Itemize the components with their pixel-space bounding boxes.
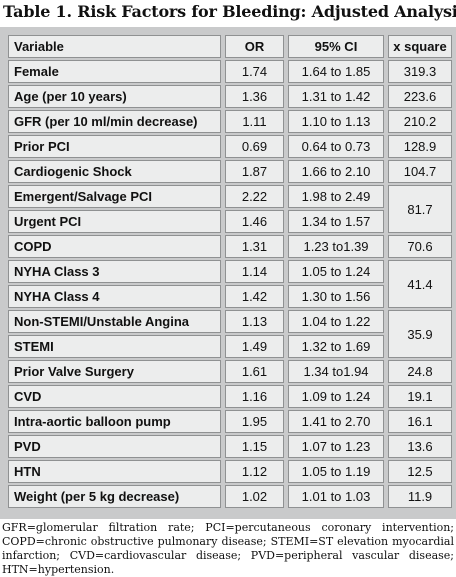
or-cell: 0.69	[225, 135, 284, 158]
or-cell: 1.02	[225, 485, 284, 508]
ci-cell: 1.31 to 1.42	[288, 85, 384, 108]
variable-cell: CVD	[8, 385, 221, 408]
or-cell: 1.14	[225, 260, 284, 283]
x-square-cell: 128.9	[388, 135, 452, 158]
ci-cell: 1.10 to 1.13	[288, 110, 384, 133]
or-cell: 2.22	[225, 185, 284, 208]
x-square-cell: 13.6	[388, 435, 452, 458]
ci-cell: 1.41 to 2.70	[288, 410, 384, 433]
table-row: STEMI 1.49 1.32 to 1.69	[8, 335, 452, 358]
variable-cell: GFR (per 10 ml/min decrease)	[8, 110, 221, 133]
ci-cell: 1.23 to1.39	[288, 235, 384, 258]
footnote: GFR=glomerular filtration rate; PCI=perc…	[2, 521, 454, 576]
ci-cell: 1.34 to1.94	[288, 360, 384, 383]
or-cell: 1.49	[225, 335, 284, 358]
table-row: Age (per 10 years) 1.36 1.31 to 1.42 223…	[8, 85, 452, 108]
header-or: OR	[225, 35, 284, 58]
variable-cell: Weight (per 5 kg decrease)	[8, 485, 221, 508]
table-row: Prior PCI 0.69 0.64 to 0.73 128.9	[8, 135, 452, 158]
variable-cell: Prior PCI	[8, 135, 221, 158]
ci-cell: 1.04 to 1.22	[288, 310, 384, 333]
ci-cell: 1.32 to 1.69	[288, 335, 384, 358]
or-cell: 1.61	[225, 360, 284, 383]
or-cell: 1.95	[225, 410, 284, 433]
x-square-cell: 24.8	[388, 360, 452, 383]
or-cell: 1.15	[225, 435, 284, 458]
or-cell: 1.12	[225, 460, 284, 483]
or-cell: 1.36	[225, 85, 284, 108]
x-square-cell-merged: 41.4	[388, 260, 452, 308]
table-row: GFR (per 10 ml/min decrease) 1.11 1.10 t…	[8, 110, 452, 133]
variable-cell: Intra-aortic balloon pump	[8, 410, 221, 433]
table-row: COPD 1.31 1.23 to1.39 70.6	[8, 235, 452, 258]
variable-cell: Cardiogenic Shock	[8, 160, 221, 183]
or-cell: 1.42	[225, 285, 284, 308]
ci-cell: 1.64 to 1.85	[288, 60, 384, 83]
x-square-cell: 210.2	[388, 110, 452, 133]
variable-cell: Prior Valve Surgery	[8, 360, 221, 383]
or-cell: 1.13	[225, 310, 284, 333]
or-cell: 1.87	[225, 160, 284, 183]
x-square-cell: 19.1	[388, 385, 452, 408]
ci-cell: 1.05 to 1.19	[288, 460, 384, 483]
x-square-cell: 12.5	[388, 460, 452, 483]
table-panel: Variable OR 95% CI x square Female 1.74 …	[0, 27, 456, 519]
variable-cell: Female	[8, 60, 221, 83]
or-cell: 1.31	[225, 235, 284, 258]
x-square-cell: 223.6	[388, 85, 452, 108]
table-row: NYHA Class 3 1.14 1.05 to 1.24 41.4	[8, 260, 452, 308]
ci-cell: 0.64 to 0.73	[288, 135, 384, 158]
x-square-cell-merged: 81.7	[388, 185, 452, 233]
ci-cell: 1.98 to 2.49	[288, 185, 384, 208]
or-cell: 1.11	[225, 110, 284, 133]
ci-cell: 1.30 to 1.56	[288, 285, 384, 308]
x-square-cell-merged: 35.9	[388, 310, 452, 358]
x-square-cell: 104.7	[388, 160, 452, 183]
variable-cell: NYHA Class 3	[8, 260, 221, 283]
table-row: Weight (per 5 kg decrease) 1.02 1.01 to …	[8, 485, 452, 508]
x-square-cell: 70.6	[388, 235, 452, 258]
table-row: Prior Valve Surgery 1.61 1.34 to1.94 24.…	[8, 360, 452, 383]
header-x-square: x square	[388, 35, 452, 58]
x-square-cell: 11.9	[388, 485, 452, 508]
variable-cell: STEMI	[8, 335, 221, 358]
ci-cell: 1.09 to 1.24	[288, 385, 384, 408]
variable-cell: Non-STEMI/Unstable Angina	[8, 310, 221, 333]
ci-cell: 1.34 to 1.57	[288, 210, 384, 233]
ci-cell: 1.66 to 2.10	[288, 160, 384, 183]
table-row: CVD 1.16 1.09 to 1.24 19.1	[8, 385, 452, 408]
ci-cell: 1.07 to 1.23	[288, 435, 384, 458]
risk-factors-table: Variable OR 95% CI x square Female 1.74 …	[4, 33, 456, 510]
table-row: Female 1.74 1.64 to 1.85 319.3	[8, 60, 452, 83]
variable-cell: COPD	[8, 235, 221, 258]
ci-cell: 1.01 to 1.03	[288, 485, 384, 508]
x-square-cell: 16.1	[388, 410, 452, 433]
table-row: NYHA Class 4 1.42 1.30 to 1.56	[8, 285, 452, 308]
table-row: PVD 1.15 1.07 to 1.23 13.6	[8, 435, 452, 458]
x-square-cell: 319.3	[388, 60, 452, 83]
table-row: Non-STEMI/Unstable Angina 1.13 1.04 to 1…	[8, 310, 452, 358]
or-cell: 1.16	[225, 385, 284, 408]
variable-cell: Age (per 10 years)	[8, 85, 221, 108]
table-row: Intra-aortic balloon pump 1.95 1.41 to 2…	[8, 410, 452, 433]
variable-cell: Emergent/Salvage PCI	[8, 185, 221, 208]
header-variable: Variable	[8, 35, 221, 58]
table-row: Cardiogenic Shock 1.87 1.66 to 2.10 104.…	[8, 160, 452, 183]
table-title: Table 1. Risk Factors for Bleeding: Adju…	[3, 2, 456, 21]
variable-cell: HTN	[8, 460, 221, 483]
variable-cell: NYHA Class 4	[8, 285, 221, 308]
ci-cell: 1.05 to 1.24	[288, 260, 384, 283]
table-row: HTN 1.12 1.05 to 1.19 12.5	[8, 460, 452, 483]
or-cell: 1.74	[225, 60, 284, 83]
variable-cell: PVD	[8, 435, 221, 458]
header-row: Variable OR 95% CI x square	[8, 35, 452, 58]
header-ci: 95% CI	[288, 35, 384, 58]
table-row: Emergent/Salvage PCI 2.22 1.98 to 2.49 8…	[8, 185, 452, 233]
or-cell: 1.46	[225, 210, 284, 233]
table-row: Urgent PCI 1.46 1.34 to 1.57	[8, 210, 452, 233]
variable-cell: Urgent PCI	[8, 210, 221, 233]
